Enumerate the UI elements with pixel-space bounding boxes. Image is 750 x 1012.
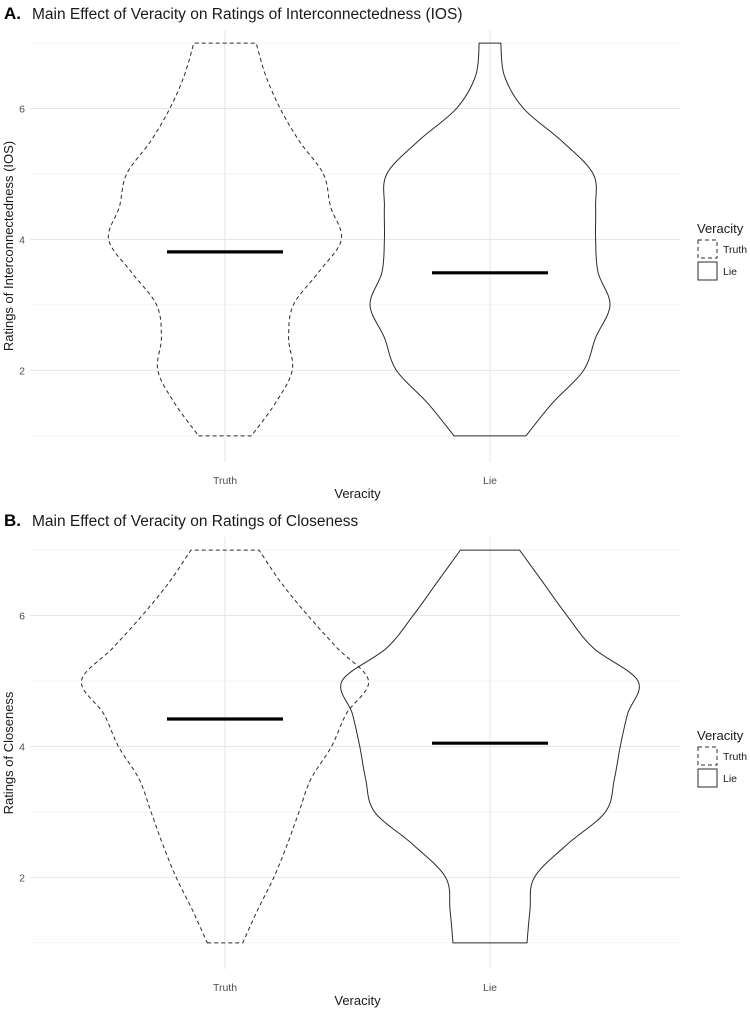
x-tick-label: Lie (483, 982, 497, 994)
chart-title: Main Effect of Veracity on Ratings of In… (32, 6, 463, 23)
legend-label: Lie (723, 266, 737, 278)
chart-title: Main Effect of Veracity on Ratings of Cl… (32, 513, 358, 530)
panel-a: A. Main Effect of Veracity on Ratings of … (1, 4, 747, 501)
legend-key-lie (697, 768, 718, 788)
panel-b: B. Main Effect of Veracity on Ratings of … (1, 511, 747, 1008)
gridlines (30, 537, 680, 969)
violin-lie (340, 549, 640, 944)
legend-key-truth (697, 239, 718, 259)
panel-label: B. (4, 511, 21, 530)
legend-title: Veracity (697, 728, 744, 743)
y-tick-label: 6 (19, 104, 25, 116)
legend-key-lie (697, 261, 718, 281)
violin-truth (107, 42, 343, 437)
y-tick-label: 2 (19, 872, 25, 884)
y-tick-label: 2 (19, 365, 25, 377)
legend: Veracity Truth Lie (697, 221, 747, 281)
x-tick-label: Truth (213, 982, 237, 994)
y-tick-label: 6 (19, 611, 25, 623)
x-tick-label: Lie (483, 475, 497, 487)
legend-label: Lie (723, 773, 737, 785)
x-axis-title: Veracity (334, 993, 381, 1008)
x-tick-label: Truth (213, 475, 237, 487)
y-axis-title: Ratings of Closeness (1, 691, 16, 814)
violin-lie (369, 42, 611, 437)
legend: Veracity Truth Lie (697, 728, 747, 788)
panel-label: A. (4, 4, 21, 23)
x-axis-title: Veracity (334, 486, 381, 501)
gridlines (30, 30, 680, 462)
legend-label: Truth (723, 751, 747, 763)
legend-key-truth (697, 746, 718, 766)
violin-truth (80, 549, 370, 944)
y-tick-label: 4 (19, 741, 25, 753)
legend-title: Veracity (697, 221, 744, 236)
y-axis-title: Ratings of Interconnectedness (IOS) (1, 141, 16, 351)
y-tick-label: 4 (19, 234, 25, 246)
legend-label: Truth (723, 244, 747, 256)
